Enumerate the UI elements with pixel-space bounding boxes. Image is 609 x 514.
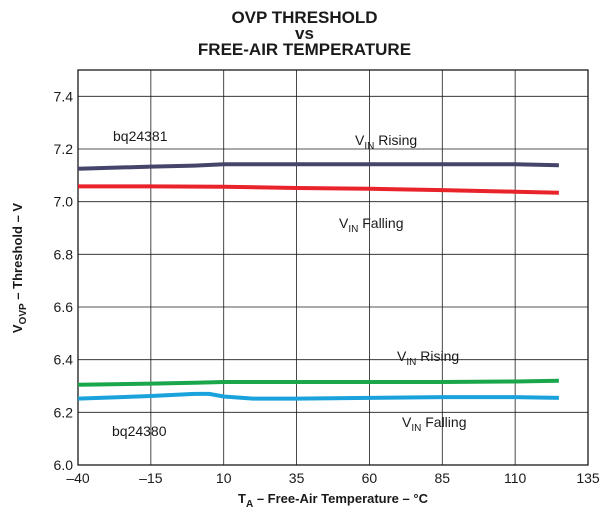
y-axis-label: VOVP – Threshold – V (10, 203, 29, 334)
x-tick-label: 60 (362, 470, 378, 486)
x-tick-label: 35 (289, 470, 305, 486)
y-tick-label: 6.2 (54, 404, 74, 420)
annotation-vin-falling-bottom: VIN Falling (402, 414, 466, 434)
y-tick-label: 7.4 (54, 88, 74, 104)
annotation-vin-rising-bottom: VIN Rising (397, 348, 459, 368)
x-tick-label: –40 (66, 470, 90, 486)
series-lines (77, 162, 559, 401)
y-tick-label: 7.2 (54, 141, 74, 157)
axis-ticks: –40 –15 10 35 60 85 110 135 6.0 6.2 6.4 6.6 6.8 7.0 7.… (54, 88, 600, 486)
chart-title-line-1: OVP THRESHOLD (231, 8, 378, 27)
series-line-2 (78, 184, 559, 195)
x-tick-label: 85 (434, 470, 450, 486)
series-line-4 (77, 391, 559, 401)
annotation-vin-falling-top: VIN Falling (339, 215, 403, 235)
y-tick-label: 6.6 (54, 299, 74, 315)
series-line-3 (77, 378, 559, 387)
x-tick-label: 110 (504, 470, 527, 486)
x-tick-label: –15 (139, 470, 163, 486)
x-tick-label: 135 (576, 470, 600, 486)
annotation-bq24380: bq24380 (112, 423, 167, 439)
x-axis-label: TA – Free-Air Temperature – °C (238, 491, 429, 510)
y-tick-label: 6.8 (54, 246, 74, 262)
annotation-bq24381: bq24381 (113, 128, 168, 144)
annotation-vin-rising-top: VIN Rising (355, 132, 417, 152)
series-line-1 (77, 162, 559, 171)
y-tick-label: 6.0 (54, 457, 74, 473)
chart-title-line-3: FREE-AIR TEMPERATURE (197, 40, 412, 59)
plot-area (77, 69, 589, 466)
y-tick-label: 6.4 (54, 352, 74, 368)
y-tick-label: 7.0 (54, 194, 74, 210)
chart-title-line-2: vs (295, 24, 314, 43)
x-tick-label: 10 (216, 470, 232, 486)
